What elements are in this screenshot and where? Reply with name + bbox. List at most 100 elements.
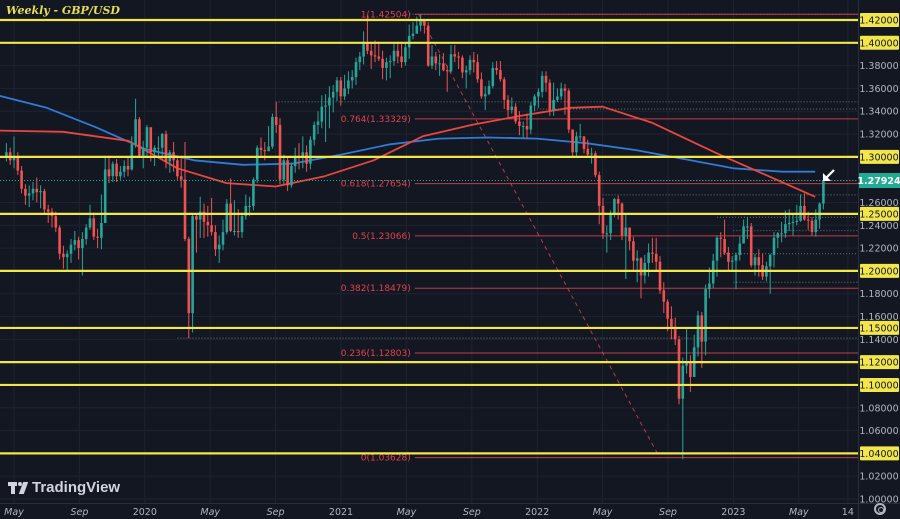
- candle: [259, 137, 263, 158]
- candle-body: [461, 57, 464, 73]
- candle-body: [483, 94, 487, 97]
- candle: [252, 177, 255, 211]
- tradingview-logo[interactable]: TradingView: [8, 479, 120, 496]
- candle-body: [575, 136, 578, 153]
- candle-body: [92, 218, 96, 237]
- price-tick-label: 1.06000: [859, 426, 898, 437]
- candle-body: [65, 253, 69, 258]
- candle: [77, 236, 80, 260]
- candle: [639, 257, 643, 299]
- chart-title: Weekly - GBP/USD: [6, 4, 120, 17]
- candle-body: [324, 105, 327, 107]
- candle: [787, 209, 791, 231]
- candle: [343, 74, 346, 100]
- candle-body: [305, 152, 308, 164]
- candle-body: [73, 240, 77, 245]
- candle-body: [601, 205, 605, 234]
- candle: [529, 102, 533, 135]
- current-price-label: 1.27924: [857, 176, 900, 187]
- price-tick-label: 1.02000: [859, 472, 898, 483]
- candle: [164, 130, 168, 169]
- time-tick-label: Sep: [463, 507, 481, 518]
- candle-body: [217, 244, 221, 250]
- candle-body: [506, 99, 510, 111]
- candle-body: [179, 176, 183, 180]
- level-price-tag: [860, 446, 899, 461]
- candle: [753, 253, 757, 276]
- settings-gear-icon[interactable]: [874, 503, 886, 515]
- candle-body: [381, 58, 384, 68]
- candle-body: [673, 326, 677, 340]
- candle-body: [556, 96, 559, 100]
- candle: [354, 57, 358, 86]
- candle-body: [438, 63, 441, 65]
- candle: [499, 61, 502, 82]
- candle-body: [12, 156, 16, 161]
- candle: [666, 299, 669, 332]
- time-tick-label: 2020: [133, 507, 157, 518]
- candle: [423, 18, 426, 34]
- candle-body: [818, 203, 821, 220]
- candle-body: [134, 119, 137, 145]
- candle-body: [362, 42, 365, 57]
- candle: [5, 143, 8, 162]
- candle: [746, 217, 749, 239]
- candle-body: [385, 62, 388, 68]
- candle-body: [206, 221, 210, 226]
- candle-body: [594, 153, 597, 176]
- candle: [597, 171, 601, 225]
- candle: [267, 126, 270, 152]
- candle-body: [84, 227, 88, 239]
- current-price-tag: [859, 173, 900, 189]
- candle-body: [582, 136, 586, 149]
- candle: [126, 157, 130, 177]
- price-tick-label: 1.38000: [859, 61, 898, 72]
- candle: [320, 95, 324, 129]
- candle: [689, 355, 692, 392]
- candle: [540, 71, 544, 98]
- candle: [206, 205, 210, 237]
- candle-body: [681, 365, 685, 399]
- candle: [381, 50, 384, 80]
- candle: [339, 77, 343, 106]
- candle-body: [727, 252, 730, 262]
- candle-body: [111, 163, 115, 177]
- candle-body: [255, 147, 259, 180]
- candle: [419, 14, 422, 32]
- candle-body: [548, 82, 552, 111]
- candle-body: [746, 226, 749, 228]
- candle-body: [88, 218, 92, 228]
- candle-body: [689, 363, 692, 377]
- candle-body: [719, 237, 723, 239]
- time-tick-label: 14: [842, 507, 854, 518]
- candle: [350, 70, 354, 89]
- candle-body: [628, 227, 631, 242]
- candle: [16, 152, 20, 176]
- price-tick-label: 1.00000: [859, 494, 898, 505]
- candle-body: [119, 171, 122, 177]
- candle-body: [331, 91, 335, 98]
- candle: [347, 71, 350, 95]
- time-tick-label: May: [4, 507, 24, 518]
- candle: [369, 41, 373, 70]
- candle: [404, 42, 407, 66]
- candle-body: [685, 363, 688, 366]
- candle: [799, 194, 802, 222]
- price-tick-label: 1.10000: [859, 380, 898, 391]
- price-tick-label: 1.16000: [859, 312, 898, 323]
- candle-body: [472, 59, 476, 63]
- candle: [708, 267, 711, 299]
- candle: [430, 45, 434, 70]
- arrow-annotation-icon: [823, 169, 835, 181]
- candle-body: [62, 253, 65, 258]
- candle: [643, 254, 647, 284]
- candle: [20, 165, 23, 194]
- candle: [73, 230, 77, 251]
- candle: [624, 213, 628, 279]
- candle-body: [670, 318, 673, 327]
- candle-body: [309, 139, 312, 164]
- candle: [255, 145, 259, 184]
- candle: [100, 194, 103, 250]
- candle: [271, 113, 274, 149]
